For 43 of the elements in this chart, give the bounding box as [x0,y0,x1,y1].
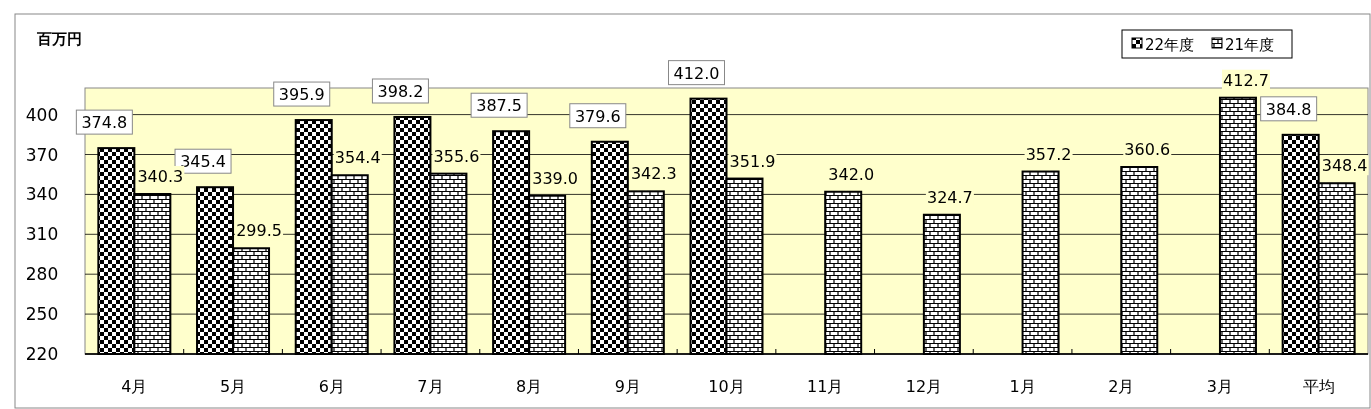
x-tick-label: 1月 [1009,377,1036,396]
data-label: 360.6 [1124,140,1171,159]
x-tick-label: 3月 [1206,377,1234,396]
data-label: 357.2 [1025,144,1072,164]
data-label: 379.6 [574,106,621,126]
data-label: 299.5 [236,221,282,241]
x-tick-label: 4月 [121,377,148,396]
x-tick-label: 6月 [318,377,345,396]
data-label: 412.7 [1223,70,1269,90]
x-tick-label: 2月 [1108,377,1135,396]
data-label: 398.2 [377,81,424,101]
data-label: 324.7 [926,187,973,207]
data-label: 412.0 [673,63,720,83]
x-tick-label: 8月 [516,377,543,396]
y-tick-label: 220 [25,344,59,364]
x-tick-label: 11月 [807,377,844,396]
data-label: 348.4 [1321,156,1368,176]
x-tick-label: 10月 [708,377,745,396]
x-tick-label: 7月 [417,377,444,396]
data-label: 340.3 [137,167,184,186]
legend-label: 21年度 [1225,36,1275,54]
y-tick-label: 400 [25,104,59,125]
data-label: 384.8 [1265,99,1312,119]
data-label: 351.9 [729,151,776,171]
data-label: 354.4 [334,148,381,168]
y-tick-label: 250 [25,304,59,325]
x-tick-label: 5月 [219,377,247,396]
data-label: 355.6 [433,146,480,166]
data-label: 342.0 [828,164,875,184]
y-tick-label: 340 [25,184,59,205]
y-tick-label: 280 [25,264,59,285]
data-label: 387.5 [476,96,523,116]
y-axis-title: 百万円 [36,30,82,48]
x-tick-label: 平均 [1302,377,1335,396]
data-label: 339.0 [532,168,579,188]
data-label: 395.9 [278,85,325,105]
data-label: 342.3 [630,164,677,184]
x-tick-label: 9月 [614,377,641,396]
y-tick-label: 310 [25,224,59,245]
x-tick-label: 12月 [905,377,943,396]
data-label: 374.8 [81,113,128,133]
legend-label: 22年度 [1145,36,1195,54]
y-tick-label: 370 [25,144,59,165]
